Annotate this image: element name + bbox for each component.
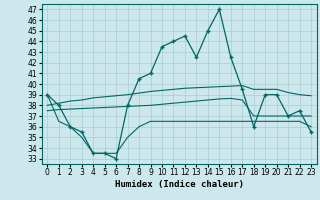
X-axis label: Humidex (Indice chaleur): Humidex (Indice chaleur) <box>115 180 244 189</box>
